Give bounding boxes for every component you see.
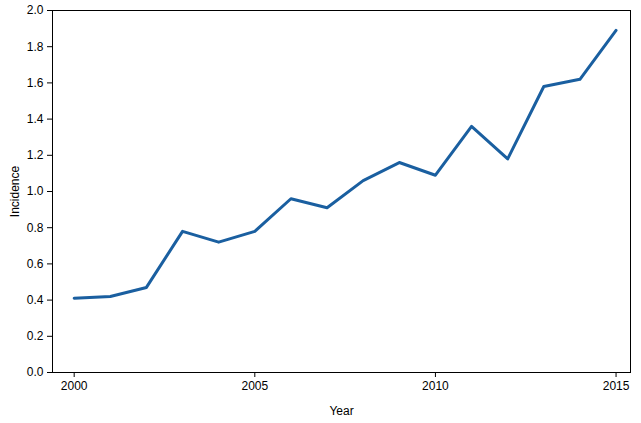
- svg-text:0.2: 0.2: [27, 329, 44, 343]
- svg-text:Year: Year: [329, 404, 353, 418]
- svg-text:2.0: 2.0: [27, 3, 44, 17]
- svg-text:1.0: 1.0: [27, 184, 44, 198]
- svg-text:2005: 2005: [241, 379, 268, 393]
- svg-text:1.2: 1.2: [27, 148, 44, 162]
- svg-text:0.8: 0.8: [27, 221, 44, 235]
- svg-text:0.6: 0.6: [27, 257, 44, 271]
- svg-text:1.8: 1.8: [27, 40, 44, 54]
- svg-text:2015: 2015: [603, 379, 630, 393]
- svg-text:2000: 2000: [61, 379, 88, 393]
- svg-text:0.4: 0.4: [27, 293, 44, 307]
- svg-text:1.4: 1.4: [27, 112, 44, 126]
- svg-text:0.0: 0.0: [27, 365, 44, 379]
- svg-text:Incidence: Incidence: [8, 165, 22, 217]
- svg-text:1.6: 1.6: [27, 76, 44, 90]
- svg-text:2010: 2010: [422, 379, 449, 393]
